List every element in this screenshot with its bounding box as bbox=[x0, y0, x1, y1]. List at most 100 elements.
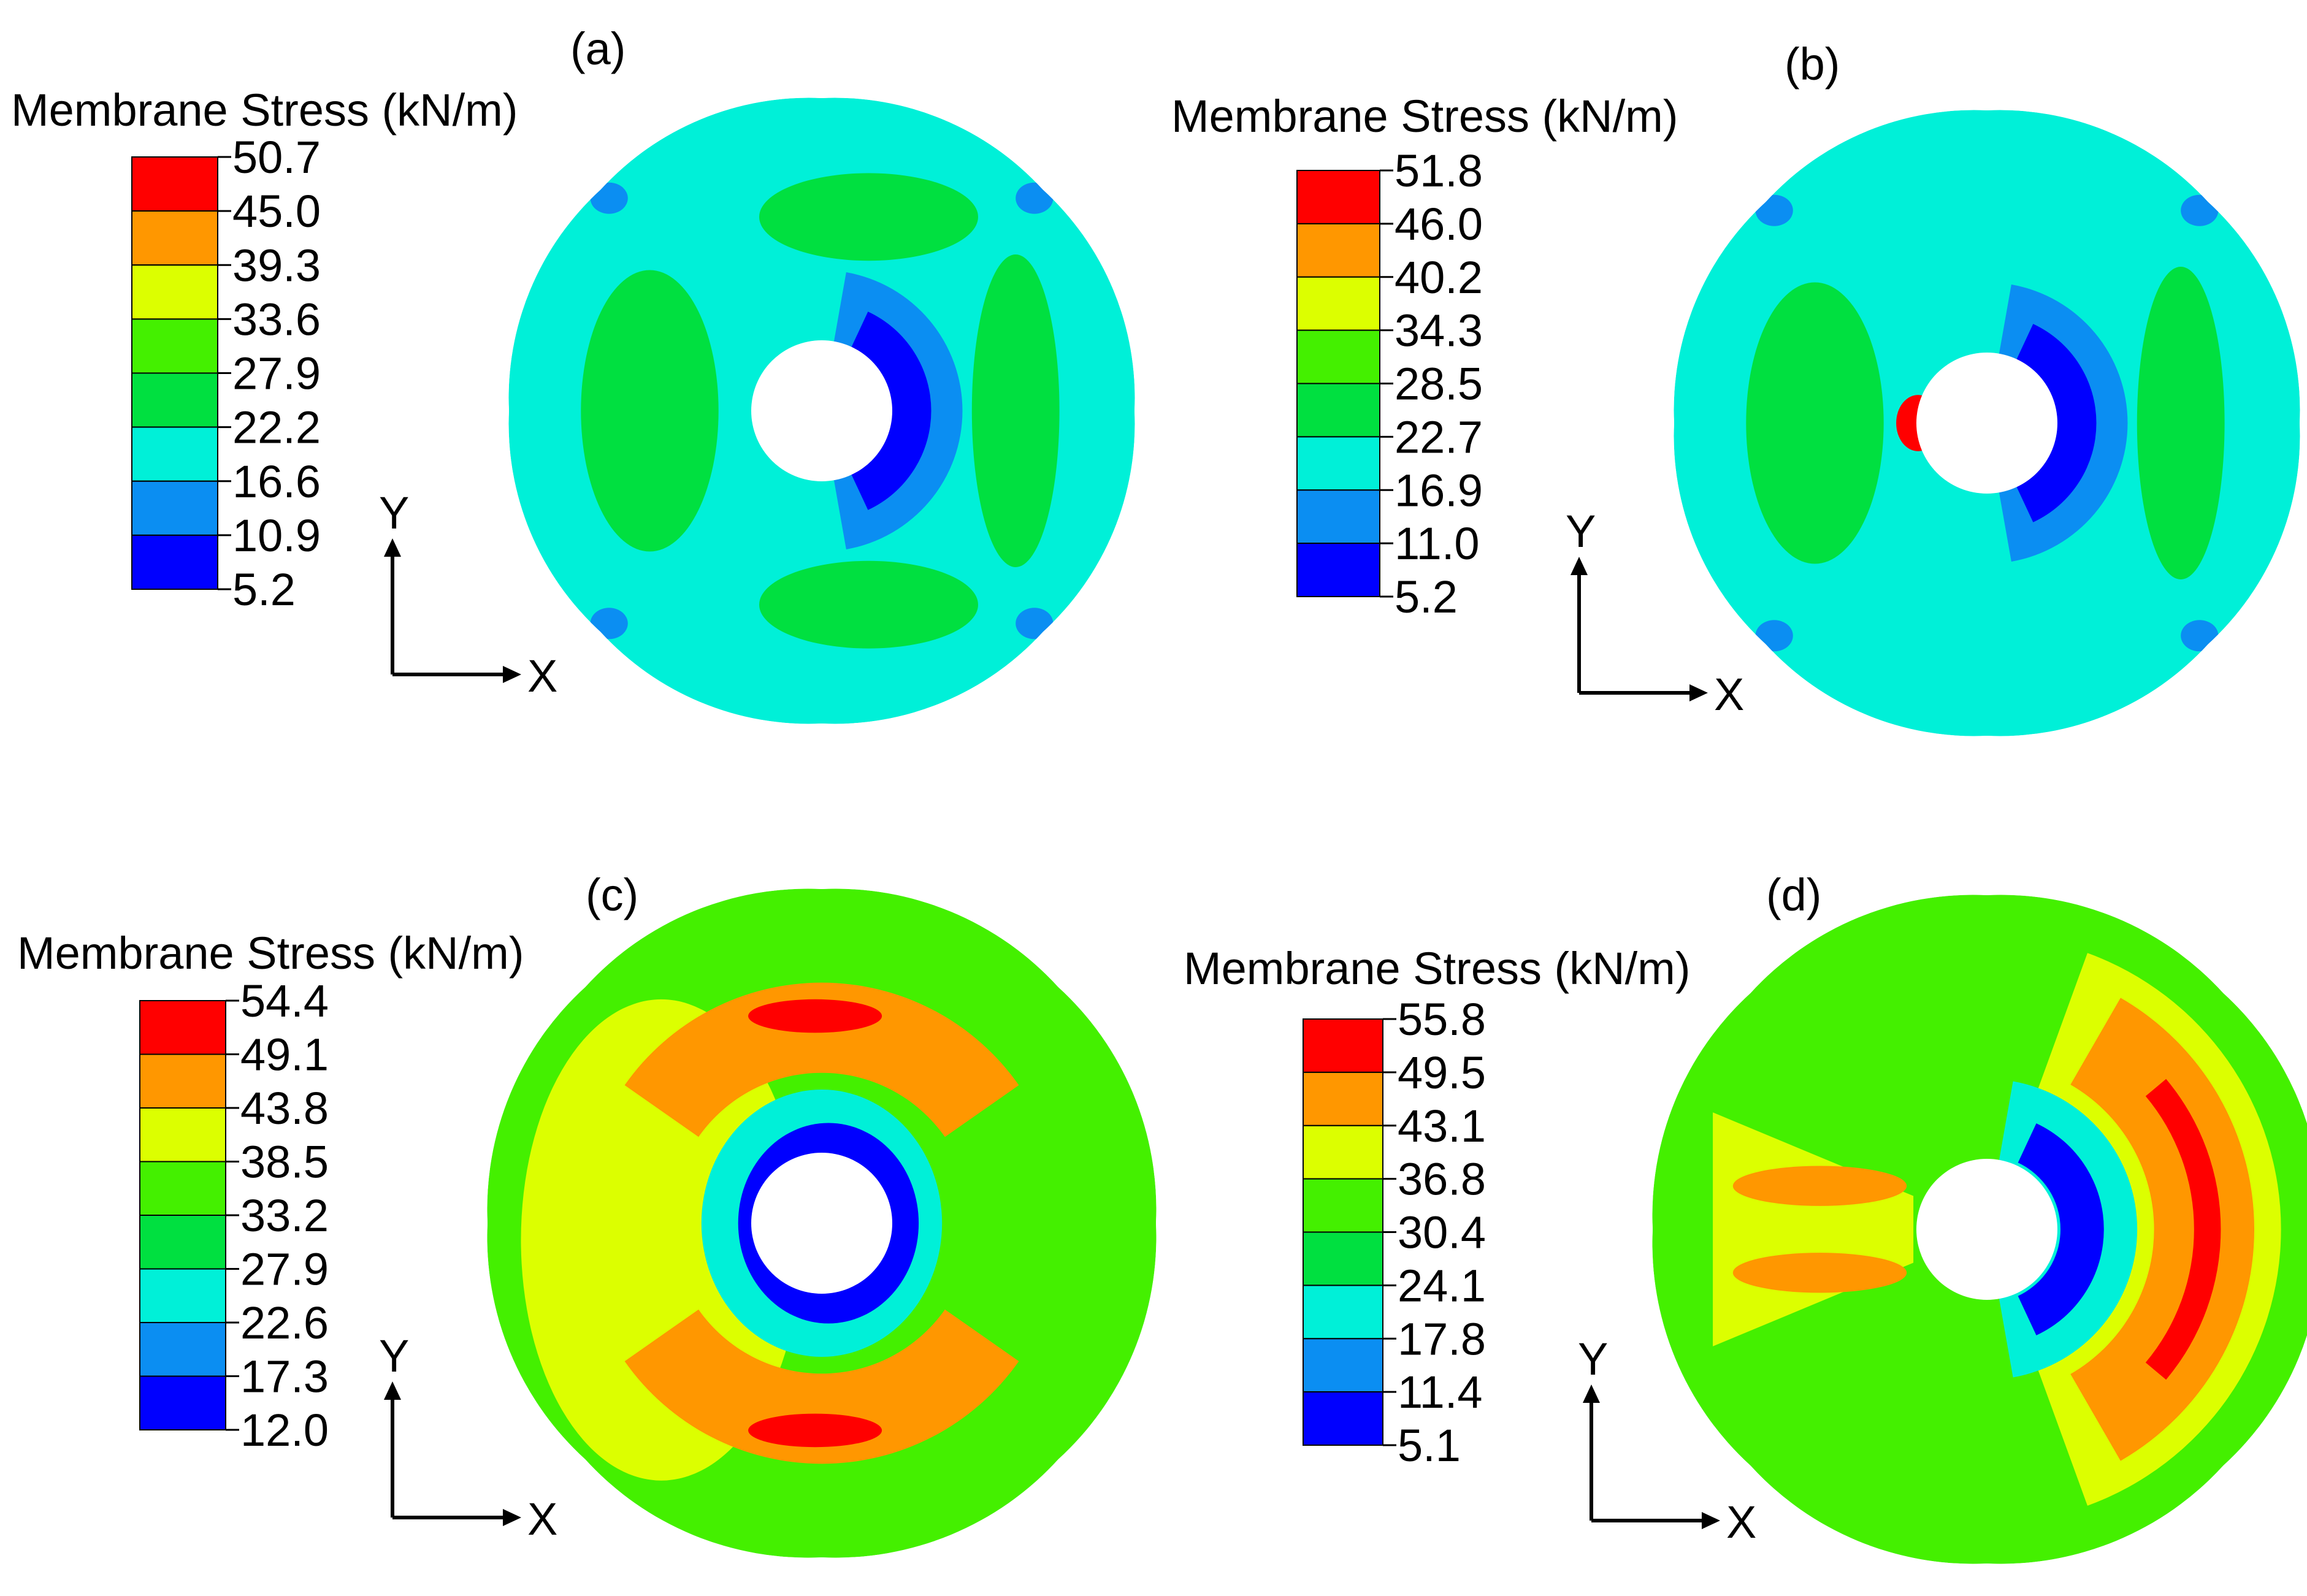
y-axis-label: Y bbox=[379, 487, 409, 538]
central-hole bbox=[1916, 1159, 2057, 1300]
tick-label: 5.1 bbox=[1398, 1420, 1461, 1471]
tick-label: 5.2 bbox=[1395, 571, 1458, 622]
stress-zone-right bbox=[971, 254, 1060, 567]
axis-indicator: XY bbox=[1566, 506, 1744, 720]
color-bar-segment bbox=[1296, 383, 1380, 438]
color-bar-segment bbox=[1296, 223, 1380, 278]
x-arrowhead bbox=[503, 1509, 521, 1526]
color-bar-segment bbox=[131, 534, 218, 590]
stress-zone-right bbox=[2137, 267, 2225, 579]
central-hole bbox=[751, 1153, 892, 1294]
color-bar-segment bbox=[131, 156, 218, 212]
legend-title: Membrane Stress (kN/m) bbox=[1184, 943, 1690, 994]
stress-zone-top bbox=[759, 173, 978, 261]
tick-label: 50.7 bbox=[232, 132, 321, 183]
color-bar-segment bbox=[1303, 1018, 1383, 1073]
color-bar-segment bbox=[139, 1322, 226, 1377]
panel-a: Membrane Stress (kN/m)50.745.039.333.627… bbox=[11, 23, 1135, 724]
color-bar: 55.849.543.136.830.424.117.811.45.1 bbox=[1303, 994, 1486, 1471]
tick-label: 10.9 bbox=[232, 510, 321, 561]
tick-label: 22.6 bbox=[240, 1297, 329, 1348]
color-bar-segment bbox=[1296, 276, 1380, 331]
color-bar-segment bbox=[131, 480, 218, 536]
color-bar: 51.846.040.234.328.522.716.911.05.2 bbox=[1296, 145, 1483, 622]
stress-ring-inner bbox=[2018, 1123, 2104, 1335]
x-axis-label: X bbox=[527, 651, 557, 701]
stress-hotspot-band bbox=[2145, 1079, 2221, 1380]
tick-label: 5.2 bbox=[232, 564, 296, 615]
axis-indicator: XY bbox=[379, 487, 557, 701]
tick-label: 54.4 bbox=[240, 976, 329, 1026]
stress-band bbox=[2070, 998, 2255, 1461]
corner-spot bbox=[1755, 620, 1793, 652]
tick-label: 46.0 bbox=[1395, 199, 1483, 250]
tick-label: 49.5 bbox=[1398, 1047, 1486, 1098]
color-bar-segment bbox=[1303, 1338, 1383, 1393]
color-bar: 50.745.039.333.627.922.216.610.95.2 bbox=[131, 132, 321, 615]
x-axis-label: X bbox=[1726, 1497, 1756, 1548]
tick-label: 22.2 bbox=[232, 402, 321, 453]
tick-label: 34.3 bbox=[1395, 305, 1483, 356]
stress-zone-left bbox=[581, 270, 719, 552]
tick-label: 43.1 bbox=[1398, 1101, 1486, 1151]
color-bar-segment bbox=[1303, 1391, 1383, 1446]
panel-b: Membrane Stress (kN/m)51.846.040.234.328… bbox=[1171, 39, 2300, 736]
central-hole bbox=[1916, 353, 2057, 494]
tick-label: 36.8 bbox=[1398, 1154, 1486, 1205]
color-bar-segment bbox=[139, 1268, 226, 1323]
tick-label: 28.5 bbox=[1395, 359, 1483, 410]
y-arrowhead bbox=[1583, 1384, 1600, 1403]
panel-d: Membrane Stress (kN/m)55.849.543.136.830… bbox=[1184, 869, 2307, 1564]
tick-label: 16.6 bbox=[232, 456, 321, 507]
x-arrowhead bbox=[503, 666, 521, 683]
y-arrowhead bbox=[384, 538, 401, 557]
color-bar-segment bbox=[1303, 1231, 1383, 1286]
color-bar-segment bbox=[1296, 489, 1380, 544]
corner-spot bbox=[590, 182, 628, 214]
x-arrowhead bbox=[1702, 1512, 1720, 1529]
tick-label: 45.0 bbox=[232, 186, 321, 237]
stress-zone-left bbox=[1746, 282, 1884, 564]
color-bar-segment bbox=[1303, 1124, 1383, 1180]
color-bar-segment bbox=[139, 1053, 226, 1109]
tick-label: 51.8 bbox=[1395, 145, 1483, 196]
panel-label: (a) bbox=[570, 23, 626, 74]
color-bar-segment bbox=[139, 1107, 226, 1163]
color-bar-segment bbox=[139, 1000, 226, 1055]
tick-label: 17.8 bbox=[1398, 1313, 1486, 1364]
y-axis-label: Y bbox=[379, 1331, 409, 1381]
color-bar-segment bbox=[1303, 1071, 1383, 1126]
panel-label: (d) bbox=[1766, 869, 1821, 920]
panel-label: (b) bbox=[1785, 39, 1840, 90]
legend-title: Membrane Stress (kN/m) bbox=[1171, 91, 1678, 142]
tick-label: 12.0 bbox=[240, 1405, 329, 1456]
color-bar-segment bbox=[131, 264, 218, 320]
stress-hotspot-top bbox=[748, 999, 882, 1033]
corner-spot bbox=[2181, 620, 2219, 652]
tick-label: 33.6 bbox=[232, 294, 321, 345]
stress-band-bottom bbox=[624, 1309, 1019, 1464]
color-bar-segment bbox=[1296, 436, 1380, 491]
color-bar-segment bbox=[139, 1375, 226, 1430]
tick-label: 55.8 bbox=[1398, 994, 1486, 1045]
axis-indicator: XY bbox=[379, 1331, 557, 1544]
color-bar-segment bbox=[139, 1215, 226, 1270]
corner-spot bbox=[1755, 194, 1793, 226]
corner-spot bbox=[590, 608, 628, 640]
tick-label: 40.2 bbox=[1395, 252, 1483, 303]
panel-label: (c) bbox=[586, 869, 638, 920]
stress-zone-lower bbox=[1732, 1253, 1907, 1293]
tick-label: 11.0 bbox=[1395, 518, 1480, 569]
tick-label: 27.9 bbox=[240, 1244, 329, 1295]
color-bar-segment bbox=[1303, 1178, 1383, 1233]
central-hole bbox=[751, 340, 892, 481]
tick-label: 43.8 bbox=[240, 1083, 329, 1134]
color-bar-segment bbox=[131, 318, 218, 374]
stress-zone-upper bbox=[1732, 1166, 1907, 1206]
y-arrowhead bbox=[384, 1381, 401, 1400]
legend-title: Membrane Stress (kN/m) bbox=[17, 928, 524, 979]
tick-label: 30.4 bbox=[1398, 1207, 1486, 1258]
color-bar-segment bbox=[1296, 543, 1380, 597]
y-axis-label: Y bbox=[1578, 1334, 1608, 1384]
tick-label: 33.2 bbox=[240, 1190, 329, 1241]
